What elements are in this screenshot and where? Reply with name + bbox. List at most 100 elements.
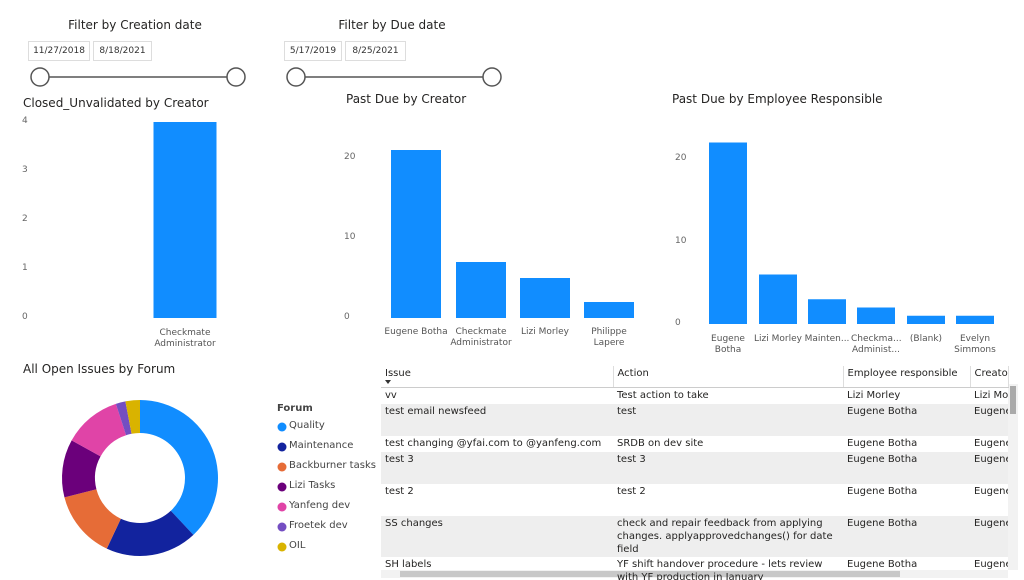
slider-handle[interactable] bbox=[286, 67, 306, 87]
bar bbox=[857, 307, 895, 324]
filter-title: Filter by Due date bbox=[338, 18, 446, 32]
bar bbox=[391, 150, 441, 318]
table-row[interactable]: vv Test action to take Lizi Morley Lizi Mor… bbox=[381, 388, 1008, 405]
date-input[interactable]: 5/17/2019 bbox=[284, 41, 342, 61]
table-row[interactable]: test changing @yfai.com to @yanfeng.com S… bbox=[381, 436, 1008, 452]
column-header[interactable]: Creator bbox=[970, 366, 1009, 388]
donut-slice bbox=[64, 489, 121, 549]
donut-slice bbox=[106, 510, 194, 556]
table-cell: test bbox=[613, 404, 843, 436]
table-cell: Eugene Botha bbox=[843, 452, 970, 484]
slider-handle[interactable] bbox=[482, 67, 502, 87]
legend-label: Quality bbox=[289, 420, 325, 431]
x-tick-label: Lizi Morley bbox=[754, 334, 802, 344]
chart-title: Past Due by Employee Responsible bbox=[672, 92, 883, 106]
table-cell: Eugene Botha bbox=[847, 559, 918, 570]
donut-slice bbox=[140, 400, 218, 535]
chart-title: Closed_Unvalidated by Creator bbox=[23, 96, 209, 110]
table-cell: Lizi Morley bbox=[974, 390, 1008, 401]
x-tick-label: Eugene Botha bbox=[711, 334, 745, 355]
x-tick-label: Lizi Morley bbox=[521, 327, 569, 337]
table-cell: vv bbox=[385, 390, 397, 401]
x-tick-label: (Blank) bbox=[909, 334, 943, 344]
table-cell: Eugene Botha bbox=[847, 486, 918, 497]
slider-handle[interactable] bbox=[226, 67, 246, 87]
table-cell: test 2 bbox=[385, 486, 414, 497]
table-cell: test 2 bbox=[617, 486, 646, 497]
bar bbox=[709, 142, 747, 324]
table-row[interactable]: test 2 test 2 Eugene Botha Eugene Botha bbox=[381, 484, 1008, 516]
legend-label: Maintenance bbox=[289, 440, 354, 451]
chart-title: All Open Issues by Forum bbox=[23, 362, 176, 376]
scrollbar-thumb[interactable] bbox=[400, 571, 900, 577]
filter-title: Filter by Creation date bbox=[68, 18, 202, 32]
table-cell: Eugene Botha bbox=[843, 516, 970, 557]
y-tick-label: 10 bbox=[344, 232, 356, 242]
bar bbox=[808, 299, 846, 324]
y-tick-label: 20 bbox=[675, 153, 687, 163]
table-row[interactable]: SH labels YF shift handover procedure - l… bbox=[381, 557, 1008, 580]
x-tick-label: Checkmate Administrator bbox=[450, 327, 512, 348]
table-cell: YF shift handover procedure - lets revie… bbox=[617, 559, 823, 580]
column-header[interactable]: Issue bbox=[381, 366, 614, 388]
table-cell: Eugene Botha bbox=[974, 559, 1008, 570]
table-cell: SS changes bbox=[381, 516, 613, 557]
y-tick-label: 0 bbox=[675, 318, 681, 328]
y-tick-label: 0 bbox=[344, 312, 350, 322]
legend-label: OIL bbox=[289, 540, 306, 551]
table-cell: check and repair feedback from applying … bbox=[613, 516, 843, 557]
table-cell: Lizi Morley bbox=[847, 390, 901, 401]
legend-swatch bbox=[277, 462, 287, 472]
legend-label: Yanfeng dev bbox=[289, 500, 351, 511]
date-input[interactable]: 8/18/2021 bbox=[93, 41, 152, 61]
bar bbox=[153, 122, 217, 318]
donut-slice bbox=[62, 440, 101, 498]
table-cell: Eugene Botha bbox=[974, 438, 1008, 449]
x-tick-label: Eugene Botha bbox=[384, 327, 448, 337]
table-cell: Eugene Botha bbox=[843, 404, 970, 436]
y-tick-label: 4 bbox=[22, 116, 28, 126]
x-tick-label: Evelyn Simmons bbox=[954, 334, 996, 355]
legend-swatch bbox=[277, 422, 287, 432]
y-tick-label: 0 bbox=[22, 312, 28, 322]
column-header[interactable]: Action bbox=[613, 366, 844, 388]
date-input[interactable]: 11/27/2018 bbox=[28, 41, 90, 61]
date-input[interactable]: 8/25/2021 bbox=[345, 41, 406, 61]
table-cell: test 3 bbox=[613, 452, 843, 484]
table-cell: SRDB on dev site bbox=[617, 438, 704, 449]
table-cell: Eugene Botha bbox=[970, 404, 1008, 436]
scrollbar-thumb[interactable] bbox=[1010, 386, 1016, 414]
table-cell: Eugene Botha bbox=[970, 516, 1008, 557]
bar bbox=[584, 302, 634, 318]
y-tick-label: 2 bbox=[22, 214, 28, 224]
legend-title: Forum bbox=[277, 403, 313, 414]
table-row[interactable]: test email newsfeed test Eugene Botha Eugen… bbox=[381, 404, 1008, 436]
donut-slice bbox=[115, 401, 132, 436]
scrollbar-v[interactable] bbox=[1008, 384, 1018, 570]
y-tick-label: 10 bbox=[675, 235, 687, 246]
bar bbox=[759, 274, 797, 324]
chart-title: Past Due by Creator bbox=[346, 92, 467, 106]
table-row[interactable]: SS changes check and repair feedback from… bbox=[381, 516, 1008, 557]
legend-label: Froetek dev bbox=[289, 520, 348, 531]
bar bbox=[956, 315, 994, 324]
column-header[interactable]: Employee responsible bbox=[843, 366, 971, 388]
bar bbox=[520, 278, 570, 318]
bar bbox=[907, 315, 945, 324]
table-cell: test changing @yfai.com to @yanfeng.com bbox=[385, 438, 602, 449]
donut-slice bbox=[125, 400, 140, 434]
bar bbox=[456, 262, 506, 318]
legend-label: Backburner tasks bbox=[289, 460, 376, 471]
slider-handle[interactable] bbox=[30, 67, 50, 87]
x-tick-label: Philippe Lapere bbox=[591, 327, 627, 348]
table-cell: Eugene Botha bbox=[847, 438, 918, 449]
legend-swatch bbox=[277, 482, 287, 492]
y-tick-label: 20 bbox=[344, 152, 356, 162]
legend-label: Lizi Tasks bbox=[289, 480, 336, 491]
donut-slice bbox=[71, 403, 127, 457]
table-cell: Eugene Botha bbox=[974, 486, 1008, 497]
table-cell: test email newsfeed bbox=[381, 404, 613, 436]
